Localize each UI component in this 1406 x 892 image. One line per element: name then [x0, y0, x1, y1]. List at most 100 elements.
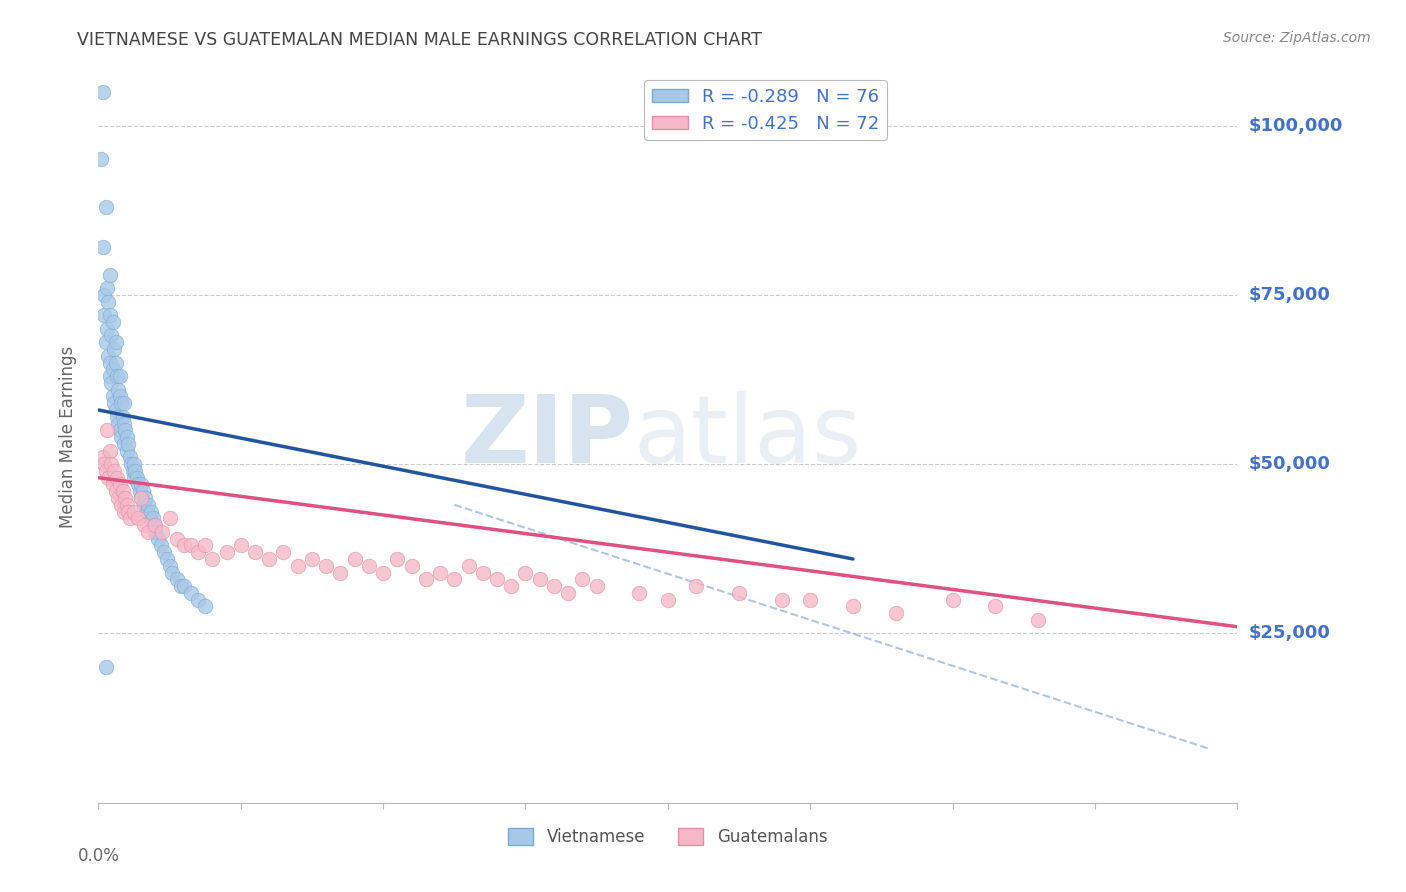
Y-axis label: Median Male Earnings: Median Male Earnings: [59, 346, 77, 528]
Point: [139, 505, 162, 519]
Point: [94, 335, 117, 350]
Point: [127, 477, 149, 491]
Point: [153, 545, 176, 559]
Point: [118, 450, 141, 465]
Point: [129, 477, 152, 491]
Point: [373, 566, 395, 580]
Point: [515, 566, 537, 580]
Point: [129, 491, 152, 505]
Point: [159, 558, 181, 573]
Point: [98, 369, 121, 384]
Text: Source: ZipAtlas.com: Source: ZipAtlas.com: [1223, 31, 1371, 45]
Point: [131, 484, 153, 499]
Text: $50,000: $50,000: [1249, 455, 1330, 473]
Point: [387, 552, 409, 566]
Point: [543, 579, 565, 593]
Point: [166, 532, 188, 546]
Point: [180, 538, 202, 552]
Point: [125, 471, 148, 485]
Point: [194, 599, 217, 614]
Point: [111, 409, 134, 424]
Point: [97, 349, 120, 363]
Point: [457, 558, 479, 573]
Point: [110, 396, 132, 410]
Point: [107, 491, 129, 505]
Point: [357, 558, 380, 573]
Point: [122, 457, 145, 471]
Point: [194, 538, 217, 552]
Point: [98, 308, 121, 322]
Point: [201, 552, 224, 566]
Point: [415, 572, 437, 586]
Point: [104, 484, 127, 499]
Point: [557, 586, 579, 600]
Point: [471, 566, 494, 580]
Point: [129, 491, 152, 505]
Point: [429, 566, 451, 580]
Point: [138, 511, 160, 525]
Point: [93, 288, 115, 302]
Point: [105, 471, 128, 485]
Point: [110, 498, 132, 512]
Point: [170, 579, 193, 593]
Point: [104, 403, 127, 417]
Point: [115, 498, 138, 512]
Point: [115, 443, 138, 458]
Point: [98, 355, 121, 369]
Point: [259, 552, 281, 566]
Point: [329, 566, 352, 580]
Point: [150, 538, 173, 552]
Point: [942, 592, 965, 607]
Point: [111, 484, 134, 499]
Point: [136, 498, 159, 512]
Point: [401, 558, 423, 573]
Point: [114, 491, 136, 505]
Point: [770, 592, 793, 607]
Text: atlas: atlas: [634, 391, 862, 483]
Point: [301, 552, 323, 566]
Point: [98, 443, 121, 458]
Point: [112, 396, 135, 410]
Point: [1026, 613, 1049, 627]
Point: [108, 423, 131, 437]
Point: [96, 423, 118, 437]
Point: [91, 240, 114, 254]
Point: [103, 342, 125, 356]
Point: [134, 491, 156, 505]
Point: [657, 592, 679, 607]
Point: [91, 450, 114, 465]
Point: [145, 524, 167, 539]
Point: [132, 518, 155, 533]
Point: [112, 417, 135, 431]
Point: [115, 430, 138, 444]
Text: VIETNAMESE VS GUATEMALAN MEDIAN MALE EARNINGS CORRELATION CHART: VIETNAMESE VS GUATEMALAN MEDIAN MALE EAR…: [77, 31, 762, 49]
Point: [96, 322, 118, 336]
Point: [884, 606, 907, 620]
Point: [215, 545, 238, 559]
Point: [728, 586, 751, 600]
Point: [122, 505, 145, 519]
Point: [152, 524, 174, 539]
Point: [315, 558, 337, 573]
Point: [145, 518, 167, 533]
Point: [101, 362, 124, 376]
Point: [173, 579, 195, 593]
Point: [156, 552, 179, 566]
Point: [571, 572, 593, 586]
Point: [112, 437, 135, 451]
Point: [501, 579, 523, 593]
Point: [142, 518, 165, 533]
Point: [90, 153, 112, 167]
Text: $100,000: $100,000: [1249, 117, 1343, 135]
Point: [287, 558, 309, 573]
Point: [94, 660, 117, 674]
Point: [100, 376, 122, 390]
Point: [103, 464, 125, 478]
Point: [103, 396, 125, 410]
Text: ZIP: ZIP: [461, 391, 634, 483]
Point: [101, 477, 124, 491]
Point: [105, 409, 128, 424]
Point: [100, 328, 122, 343]
Point: [104, 335, 127, 350]
Point: [628, 586, 651, 600]
